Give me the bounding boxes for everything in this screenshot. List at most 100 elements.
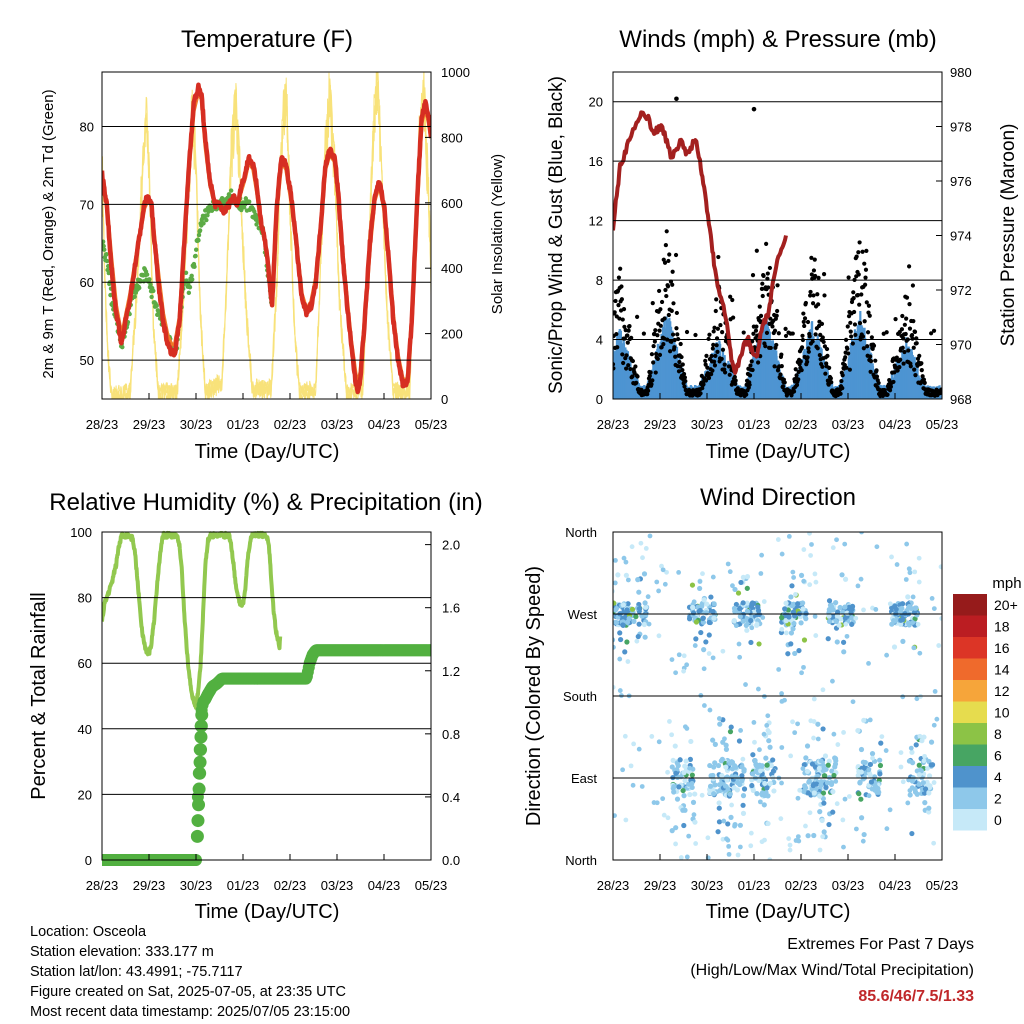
gust-point [629,335,634,340]
gust-point [864,248,869,253]
direction-point [725,821,731,827]
direction-point [787,847,793,853]
direction-point [759,552,765,558]
gust-point [846,275,851,280]
direction-point [624,619,631,625]
gust-point [763,344,768,349]
direction-point [926,805,932,811]
direction-point [869,751,876,757]
direction-point [811,790,817,796]
humidity-x-tick-label: 04/23 [368,878,401,893]
direction-point [729,802,735,808]
direction-point [733,601,739,608]
direction-point [855,583,861,589]
temperature-x-tick-label: 30/23 [180,417,213,432]
gust-point [856,272,861,277]
dewpoint-point [108,292,113,298]
direction-point [726,843,732,849]
direction-point [770,768,777,774]
winds-title: Winds (mph) & Pressure (mb) [619,26,936,53]
direction-point [754,791,760,797]
direction-point [763,755,769,761]
direction-point [751,720,757,725]
direction-point [822,766,828,772]
gust-point [654,351,659,357]
direction-point [743,682,748,687]
gust-point [808,293,813,298]
direction-point [803,755,809,761]
direction-point [620,622,626,628]
gust-point [862,261,867,266]
gust-point [703,358,708,363]
gust-point [807,334,812,339]
direction-point [763,790,769,795]
gust-point [714,343,719,348]
direction-point [737,654,743,660]
gust-point [813,332,818,337]
dewpoint-point [154,303,159,309]
gust-point [895,368,900,373]
direction-point [828,781,835,787]
direction-point [764,762,770,768]
dewpoint-point [196,232,202,238]
direction-point [711,601,717,607]
gust-point [803,300,808,306]
direction-point [681,822,687,829]
direction-point [884,826,890,832]
humidity-right-tick-label: 0.4 [442,790,460,805]
gust-point [783,333,789,339]
temperature-right-tick-label: 400 [441,261,463,276]
direction-point [917,650,923,656]
direction-point [642,634,648,640]
direction-point [905,594,911,600]
direction-point [689,582,696,588]
precip-point [193,755,207,769]
gust-point [884,330,889,335]
gust-point [705,365,710,370]
winds-plot-area [613,96,942,399]
gust-point [817,353,822,358]
gust-point [667,252,672,257]
direction-point [743,622,749,628]
gust-point [764,330,770,335]
direction-point [936,643,942,648]
winds-y-tick-label: 16 [589,154,603,169]
direction-point [736,738,743,744]
timestamp-text: Most recent data timestamp: 2025/07/05 2… [30,1004,351,1020]
direction-point [620,767,626,773]
direction-point [638,540,644,546]
direction-point [843,621,849,627]
gust-point [678,341,683,347]
direction-point [840,639,847,645]
direction-x-axis-label: Time (Day/UTC) [706,901,851,923]
elevation-text: Station elevation: 333.177 m [30,944,214,960]
dewpoint-point [132,294,137,299]
gust-point [821,339,826,345]
direction-point [939,616,942,621]
gust-point [670,269,675,274]
temperature-x-tick-label: 01/23 [227,417,260,432]
direction-point [910,620,916,625]
speed-legend-label: 18 [994,619,1010,635]
direction-point [692,791,698,797]
humidity-x-tick-label: 28/23 [86,878,119,893]
direction-point [782,606,788,612]
direction-point [835,742,841,747]
direction-point [641,621,647,628]
direction-point [912,605,918,611]
direction-point [715,762,722,769]
gust-point [854,254,859,259]
direction-point [613,600,617,606]
direction-point [932,689,938,694]
direction-point [819,817,825,824]
direction-point [830,545,836,551]
direction-point [690,610,697,616]
direction-point [642,600,648,606]
direction-point [779,698,785,704]
direction-point [821,773,828,779]
direction-point [720,648,726,654]
direction-point [877,771,883,777]
gust-point [829,380,834,385]
direction-point [684,854,690,860]
gust-point [900,313,905,319]
